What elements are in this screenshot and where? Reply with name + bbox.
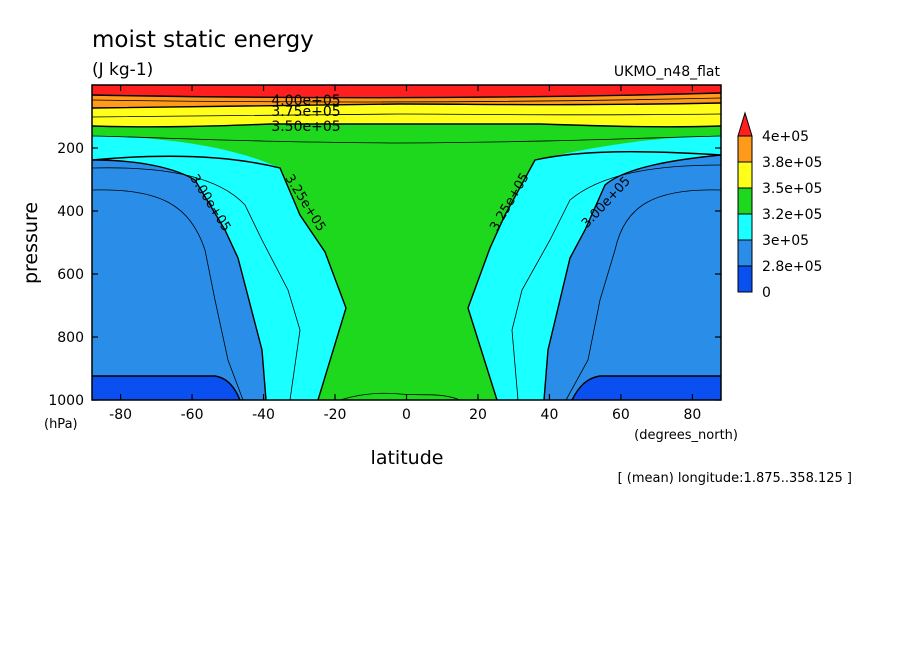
contour-line	[571, 375, 721, 400]
band-blue-right	[544, 155, 721, 400]
contour-line	[92, 123, 721, 128]
colorbar-swatch	[737, 161, 753, 189]
y-axis-title: pressure	[20, 202, 42, 284]
contour-label: 4.00e+05	[271, 93, 340, 109]
contour-line	[92, 167, 301, 400]
colorbar-swatch	[737, 135, 753, 163]
y-axis: 200 400 600 800 1000	[48, 141, 721, 409]
y-axis-unit: (hPa)	[44, 417, 78, 432]
contour-fill-layer: 4.00e+05 3.75e+05 3.50e+05 3.25e+05 3.00…	[92, 85, 721, 400]
band-blue-left	[92, 160, 266, 400]
x-tick-label: -60	[181, 407, 204, 423]
colorbar-label: 3e+05	[762, 233, 809, 249]
chart-units: (J kg-1)	[92, 60, 153, 80]
x-axis: -80 -60 -40 -20 0 20 40 60 80	[109, 85, 701, 423]
chart-title: moist static energy	[92, 27, 314, 53]
contour-label: 3.75e+05	[271, 104, 340, 120]
contour-line	[92, 135, 721, 144]
contour-line	[543, 154, 721, 400]
colorbar-label: 3.8e+05	[762, 155, 822, 171]
x-tick-label: -40	[252, 407, 275, 423]
contour-lines	[92, 92, 721, 400]
y-tick-label: 400	[57, 204, 84, 220]
model-label: UKMO_n48_flat	[614, 64, 721, 80]
colorbar-label: 3.5e+05	[762, 181, 822, 197]
contour-line	[92, 375, 241, 400]
y-tick-label: 600	[57, 267, 84, 283]
contour-line	[92, 97, 721, 103]
footer-note: [ (mean) longitude:1.875..358.125 ]	[618, 471, 852, 486]
band-darkblue-right	[572, 376, 721, 400]
colorbar-label: 4e+05	[762, 129, 809, 145]
x-axis-unit: (degrees_north)	[634, 428, 738, 443]
contour-line	[92, 159, 267, 400]
x-axis-title: latitude	[371, 447, 444, 469]
colorbar-arrow	[737, 111, 753, 137]
colorbar-swatch	[737, 239, 753, 267]
contour-line	[92, 155, 347, 400]
colorbar-label: 2.8e+05	[762, 259, 822, 275]
y-tick-label: 200	[57, 141, 84, 157]
contour-line	[565, 189, 721, 400]
colorbar: 4e+05 3.8e+05 3.5e+05 3.2e+05 3e+05 2.8e+05 0	[737, 111, 822, 301]
contour-line	[339, 392, 461, 400]
band-darkblue-left	[92, 376, 240, 400]
y-tick-label: 800	[57, 330, 84, 346]
colorbar-swatch	[737, 187, 753, 215]
contour-label: 3.50e+05	[271, 119, 340, 135]
x-tick-label: 0	[402, 407, 411, 423]
contour-line	[92, 189, 244, 400]
x-tick-label: 40	[541, 407, 559, 423]
colorbar-label: 3.2e+05	[762, 207, 822, 223]
y-tick-label: 1000	[48, 393, 84, 409]
colorbar-swatch	[737, 265, 753, 293]
contour-line	[511, 164, 721, 400]
contour-line	[467, 151, 721, 400]
colorbar-label: 0	[762, 285, 771, 301]
x-tick-label: 80	[683, 407, 701, 423]
contour-line	[92, 102, 721, 109]
contour-line	[92, 92, 721, 99]
x-tick-label: 60	[612, 407, 630, 423]
x-tick-label: 20	[469, 407, 487, 423]
x-tick-label: -20	[324, 407, 347, 423]
contour-line	[92, 113, 721, 118]
colorbar-swatch	[737, 213, 753, 241]
x-tick-label: -80	[109, 407, 132, 423]
